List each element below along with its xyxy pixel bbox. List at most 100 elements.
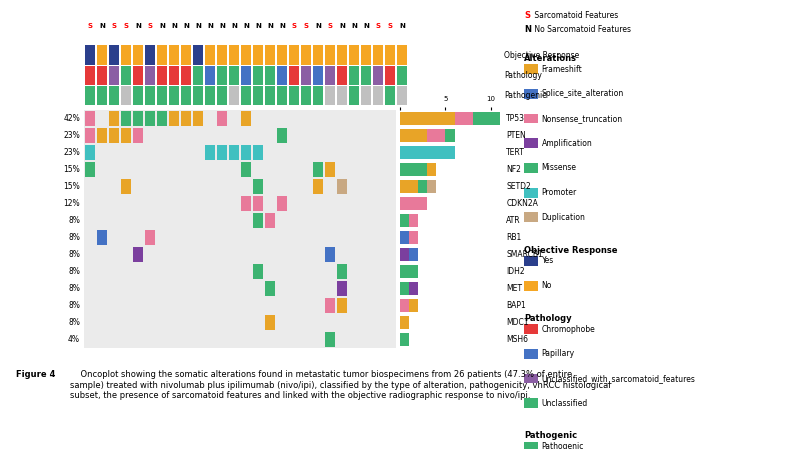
Text: N: N xyxy=(159,23,165,29)
Text: 8%: 8% xyxy=(68,233,80,242)
Text: N: N xyxy=(171,23,177,29)
Text: Pathology: Pathology xyxy=(504,70,542,80)
Text: MET: MET xyxy=(506,284,522,293)
Bar xyxy=(427,129,446,142)
Bar xyxy=(427,180,436,193)
Text: S: S xyxy=(387,23,393,29)
Text: S: S xyxy=(327,23,333,29)
Bar xyxy=(400,214,409,227)
Bar xyxy=(427,163,436,176)
Text: 23%: 23% xyxy=(63,148,80,157)
Text: Pathogenic: Pathogenic xyxy=(504,91,546,100)
Text: Alterations: Alterations xyxy=(524,54,577,63)
Text: 12%: 12% xyxy=(63,199,80,208)
Text: S: S xyxy=(87,23,93,29)
Bar xyxy=(409,248,418,261)
Text: S: S xyxy=(111,23,117,29)
Text: S: S xyxy=(291,23,297,29)
Text: Pathogenic: Pathogenic xyxy=(524,431,577,440)
Text: NF2: NF2 xyxy=(506,165,522,174)
Text: Oncoplot showing the somatic alterations found in metastatic tumor biospecimens : Oncoplot showing the somatic alterations… xyxy=(70,370,611,400)
Text: N: N xyxy=(135,23,141,29)
Text: RB1: RB1 xyxy=(506,233,522,242)
Text: 8%: 8% xyxy=(68,216,80,225)
Text: Nonsense_truncation: Nonsense_truncation xyxy=(542,114,622,123)
Bar xyxy=(400,299,409,312)
Text: Pathology: Pathology xyxy=(524,314,572,323)
Text: N: N xyxy=(207,23,213,29)
Text: SMARCB1: SMARCB1 xyxy=(506,250,543,259)
Bar xyxy=(454,112,473,125)
Bar xyxy=(400,248,409,261)
Text: 8%: 8% xyxy=(68,250,80,259)
Bar xyxy=(400,112,454,125)
Text: S: S xyxy=(524,11,530,20)
Text: Figure 4: Figure 4 xyxy=(16,370,55,379)
Bar xyxy=(409,299,418,312)
Text: Unclassified: Unclassified xyxy=(542,399,588,408)
Text: TERT: TERT xyxy=(506,148,526,157)
Text: N: N xyxy=(243,23,249,29)
Text: CDKN2A: CDKN2A xyxy=(506,199,538,208)
Text: N: N xyxy=(99,23,105,29)
Text: 15%: 15% xyxy=(63,165,80,174)
Text: Sarcomatoid Features: Sarcomatoid Features xyxy=(532,11,618,20)
Text: S: S xyxy=(303,23,309,29)
Bar xyxy=(400,265,418,278)
Bar xyxy=(400,129,427,142)
Text: TP53: TP53 xyxy=(506,114,526,123)
Text: ATR: ATR xyxy=(506,216,521,225)
Bar xyxy=(400,333,409,346)
Text: S: S xyxy=(375,23,381,29)
Text: 23%: 23% xyxy=(63,131,80,140)
Text: PTEN: PTEN xyxy=(506,131,526,140)
Bar xyxy=(409,214,418,227)
Text: Papillary: Papillary xyxy=(542,349,574,358)
Text: 8%: 8% xyxy=(68,267,80,276)
Bar xyxy=(418,180,427,193)
Text: N: N xyxy=(219,23,225,29)
Text: S: S xyxy=(123,23,129,29)
Text: 8%: 8% xyxy=(68,318,80,327)
Text: 4%: 4% xyxy=(68,335,80,344)
Text: N: N xyxy=(231,23,237,29)
Text: Yes: Yes xyxy=(542,256,554,265)
Bar xyxy=(400,197,427,210)
Bar xyxy=(400,146,454,159)
Bar xyxy=(400,231,409,244)
Bar xyxy=(446,129,454,142)
Text: N: N xyxy=(399,23,405,29)
Text: N: N xyxy=(351,23,357,29)
Text: 8%: 8% xyxy=(68,284,80,293)
Bar xyxy=(400,316,409,329)
Text: IDH2: IDH2 xyxy=(506,267,525,276)
Text: BAP1: BAP1 xyxy=(506,301,526,310)
Text: N: N xyxy=(315,23,321,29)
Text: S: S xyxy=(147,23,153,29)
Text: N: N xyxy=(183,23,189,29)
Text: Missense: Missense xyxy=(542,163,577,172)
Text: Amplification: Amplification xyxy=(542,139,592,148)
Text: 8%: 8% xyxy=(68,301,80,310)
Text: N: N xyxy=(524,25,531,34)
Text: MDC1: MDC1 xyxy=(506,318,529,327)
Text: N: N xyxy=(363,23,369,29)
Text: N: N xyxy=(255,23,261,29)
Text: Unclassified_with_sarcomatoid_features: Unclassified_with_sarcomatoid_features xyxy=(542,374,695,383)
Bar xyxy=(400,180,418,193)
Bar xyxy=(409,282,418,295)
Text: Chromophobe: Chromophobe xyxy=(542,325,595,334)
Text: Objective Response: Objective Response xyxy=(504,50,579,60)
Text: N: N xyxy=(279,23,285,29)
Text: Promoter: Promoter xyxy=(542,188,577,197)
Text: N: N xyxy=(267,23,273,29)
Text: N: N xyxy=(195,23,201,29)
Text: MSH6: MSH6 xyxy=(506,335,528,344)
Text: Frameshift: Frameshift xyxy=(542,65,582,74)
Text: N: N xyxy=(339,23,345,29)
Bar xyxy=(400,163,427,176)
Text: Splice_site_alteration: Splice_site_alteration xyxy=(542,89,624,98)
Text: Objective Response: Objective Response xyxy=(524,246,618,255)
Bar xyxy=(400,282,409,295)
Text: Duplication: Duplication xyxy=(542,213,586,222)
